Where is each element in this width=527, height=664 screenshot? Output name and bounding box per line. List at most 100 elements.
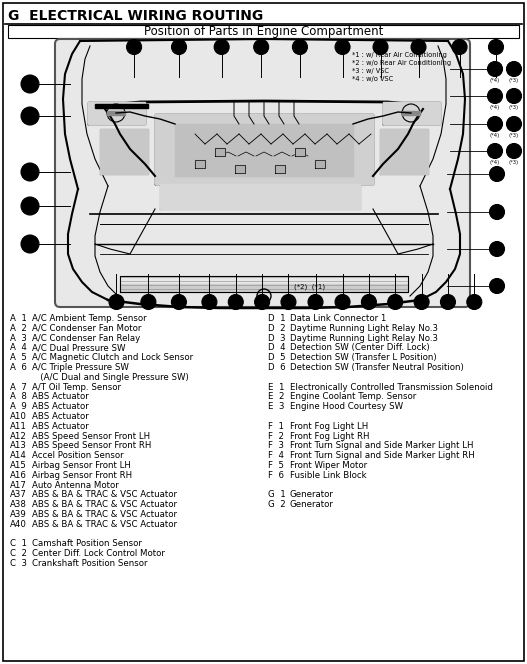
- Text: F5: F5: [131, 44, 138, 50]
- Text: A  8: A 8: [10, 392, 27, 402]
- Circle shape: [281, 295, 296, 309]
- Polygon shape: [380, 129, 428, 174]
- Text: C2: C2: [296, 44, 304, 50]
- Circle shape: [253, 39, 269, 54]
- Text: A3: A3: [471, 299, 478, 305]
- Text: ABS Speed Sensor Front LH: ABS Speed Sensor Front LH: [32, 432, 150, 441]
- FancyBboxPatch shape: [3, 3, 524, 661]
- Text: ABS & BA & TRAC & VSC Actuator: ABS & BA & TRAC & VSC Actuator: [32, 520, 177, 529]
- Polygon shape: [195, 160, 205, 168]
- Text: D2: D2: [26, 203, 34, 208]
- Circle shape: [362, 295, 376, 309]
- Circle shape: [141, 295, 156, 309]
- Text: A15: A15: [10, 461, 27, 470]
- Circle shape: [171, 39, 187, 54]
- Text: *2 : w/o Rear Air Conditioning: *2 : w/o Rear Air Conditioning: [352, 60, 451, 66]
- Circle shape: [487, 88, 503, 104]
- Text: Detection SW (Center Diff. Lock): Detection SW (Center Diff. Lock): [290, 343, 430, 353]
- Circle shape: [388, 295, 403, 309]
- Text: (*3): (*3): [509, 78, 519, 83]
- Circle shape: [411, 39, 426, 54]
- Text: C  2: C 2: [10, 549, 27, 558]
- Text: *4 : w/o VSC: *4 : w/o VSC: [352, 76, 393, 82]
- Text: A  9: A 9: [10, 402, 27, 411]
- Text: G  2: G 2: [268, 500, 286, 509]
- Polygon shape: [155, 114, 373, 184]
- Polygon shape: [295, 148, 305, 156]
- Text: Crankshaft Position Sensor: Crankshaft Position Sensor: [32, 559, 148, 568]
- Text: (*4): (*4): [490, 78, 500, 83]
- Text: A38: A38: [509, 94, 520, 98]
- Text: F  1: F 1: [268, 422, 284, 431]
- Text: Generator: Generator: [290, 491, 334, 499]
- Circle shape: [109, 295, 124, 309]
- Text: Auto Antenna Motor: Auto Antenna Motor: [32, 481, 119, 489]
- Text: F1: F1: [445, 299, 451, 305]
- Text: F  3: F 3: [268, 442, 284, 450]
- Text: Detection SW (Transfer L Position): Detection SW (Transfer L Position): [290, 353, 437, 362]
- Text: A/C Magnetic Clutch and Lock Sensor: A/C Magnetic Clutch and Lock Sensor: [32, 353, 193, 362]
- Circle shape: [126, 39, 142, 54]
- Text: (*3): (*3): [509, 105, 519, 110]
- Circle shape: [335, 39, 350, 54]
- Circle shape: [214, 39, 229, 54]
- Circle shape: [452, 39, 467, 54]
- Text: F4: F4: [113, 299, 120, 305]
- Text: D1: D1: [26, 169, 34, 175]
- Circle shape: [490, 278, 504, 293]
- Text: F  5: F 5: [268, 461, 284, 470]
- Text: D5: D5: [338, 44, 347, 50]
- Text: ABS Actuator: ABS Actuator: [32, 422, 89, 431]
- Text: ABS & BA & TRAC & VSC Actuator: ABS & BA & TRAC & VSC Actuator: [32, 510, 177, 519]
- Text: D4: D4: [414, 44, 423, 50]
- Text: ABS & BA & TRAC & VSC Actuator: ABS & BA & TRAC & VSC Actuator: [32, 500, 177, 509]
- Text: A16: A16: [204, 299, 215, 305]
- FancyBboxPatch shape: [55, 39, 470, 307]
- Text: A  4: A 4: [10, 343, 27, 353]
- Text: (*4): (*4): [490, 160, 500, 165]
- Text: E  1: E 1: [268, 382, 285, 392]
- Text: Airbag Sensor Front LH: Airbag Sensor Front LH: [32, 461, 131, 470]
- Text: Center Diff. Lock Control Motor: Center Diff. Lock Control Motor: [32, 549, 165, 558]
- Text: A38: A38: [10, 500, 27, 509]
- Text: D3: D3: [26, 242, 34, 246]
- Text: Front Fog Light RH: Front Fog Light RH: [290, 432, 369, 441]
- Text: Engine Hood Courtesy SW: Engine Hood Courtesy SW: [290, 402, 403, 411]
- Text: E3: E3: [312, 299, 319, 305]
- Text: *1 : w/ Rear Air Conditioning: *1 : w/ Rear Air Conditioning: [352, 52, 447, 58]
- Text: A38: A38: [509, 66, 520, 72]
- Text: A1: A1: [175, 299, 182, 305]
- Text: E1: E1: [456, 44, 463, 50]
- Circle shape: [506, 116, 522, 131]
- Text: A5: A5: [493, 246, 501, 252]
- Text: A4: A4: [392, 299, 399, 305]
- Text: A16: A16: [10, 471, 27, 480]
- Text: ABS Actuator: ABS Actuator: [32, 402, 89, 411]
- Text: D  5: D 5: [268, 353, 286, 362]
- Text: C  1: C 1: [10, 539, 27, 548]
- Circle shape: [255, 295, 270, 309]
- Text: F  2: F 2: [268, 432, 284, 441]
- Text: Position of Parts in Engine Compartment: Position of Parts in Engine Compartment: [144, 25, 384, 38]
- Text: A  7: A 7: [10, 382, 27, 392]
- Text: A8: A8: [491, 66, 499, 72]
- Text: A  6: A 6: [10, 363, 27, 372]
- Text: A/C Ambient Temp. Sensor: A/C Ambient Temp. Sensor: [32, 314, 147, 323]
- Text: A6: A6: [418, 299, 425, 305]
- Text: (A/C Dual and Single Pressure SW): (A/C Dual and Single Pressure SW): [32, 373, 189, 382]
- Circle shape: [292, 39, 307, 54]
- Circle shape: [21, 75, 39, 93]
- Text: D  1: D 1: [268, 314, 286, 323]
- Text: G  ELECTRICAL WIRING ROUTING: G ELECTRICAL WIRING ROUTING: [8, 9, 264, 23]
- Polygon shape: [315, 160, 325, 168]
- Polygon shape: [235, 165, 245, 173]
- Text: A12: A12: [10, 432, 27, 441]
- Text: Front Wiper Motor: Front Wiper Motor: [290, 461, 367, 470]
- Circle shape: [202, 295, 217, 309]
- Text: A9: A9: [491, 94, 499, 98]
- Text: A14: A14: [173, 44, 184, 50]
- Polygon shape: [120, 284, 408, 292]
- Text: Front Turn Signal and Side Marker Light LH: Front Turn Signal and Side Marker Light …: [290, 442, 473, 450]
- Text: (*3): (*3): [509, 160, 519, 165]
- Circle shape: [308, 295, 323, 309]
